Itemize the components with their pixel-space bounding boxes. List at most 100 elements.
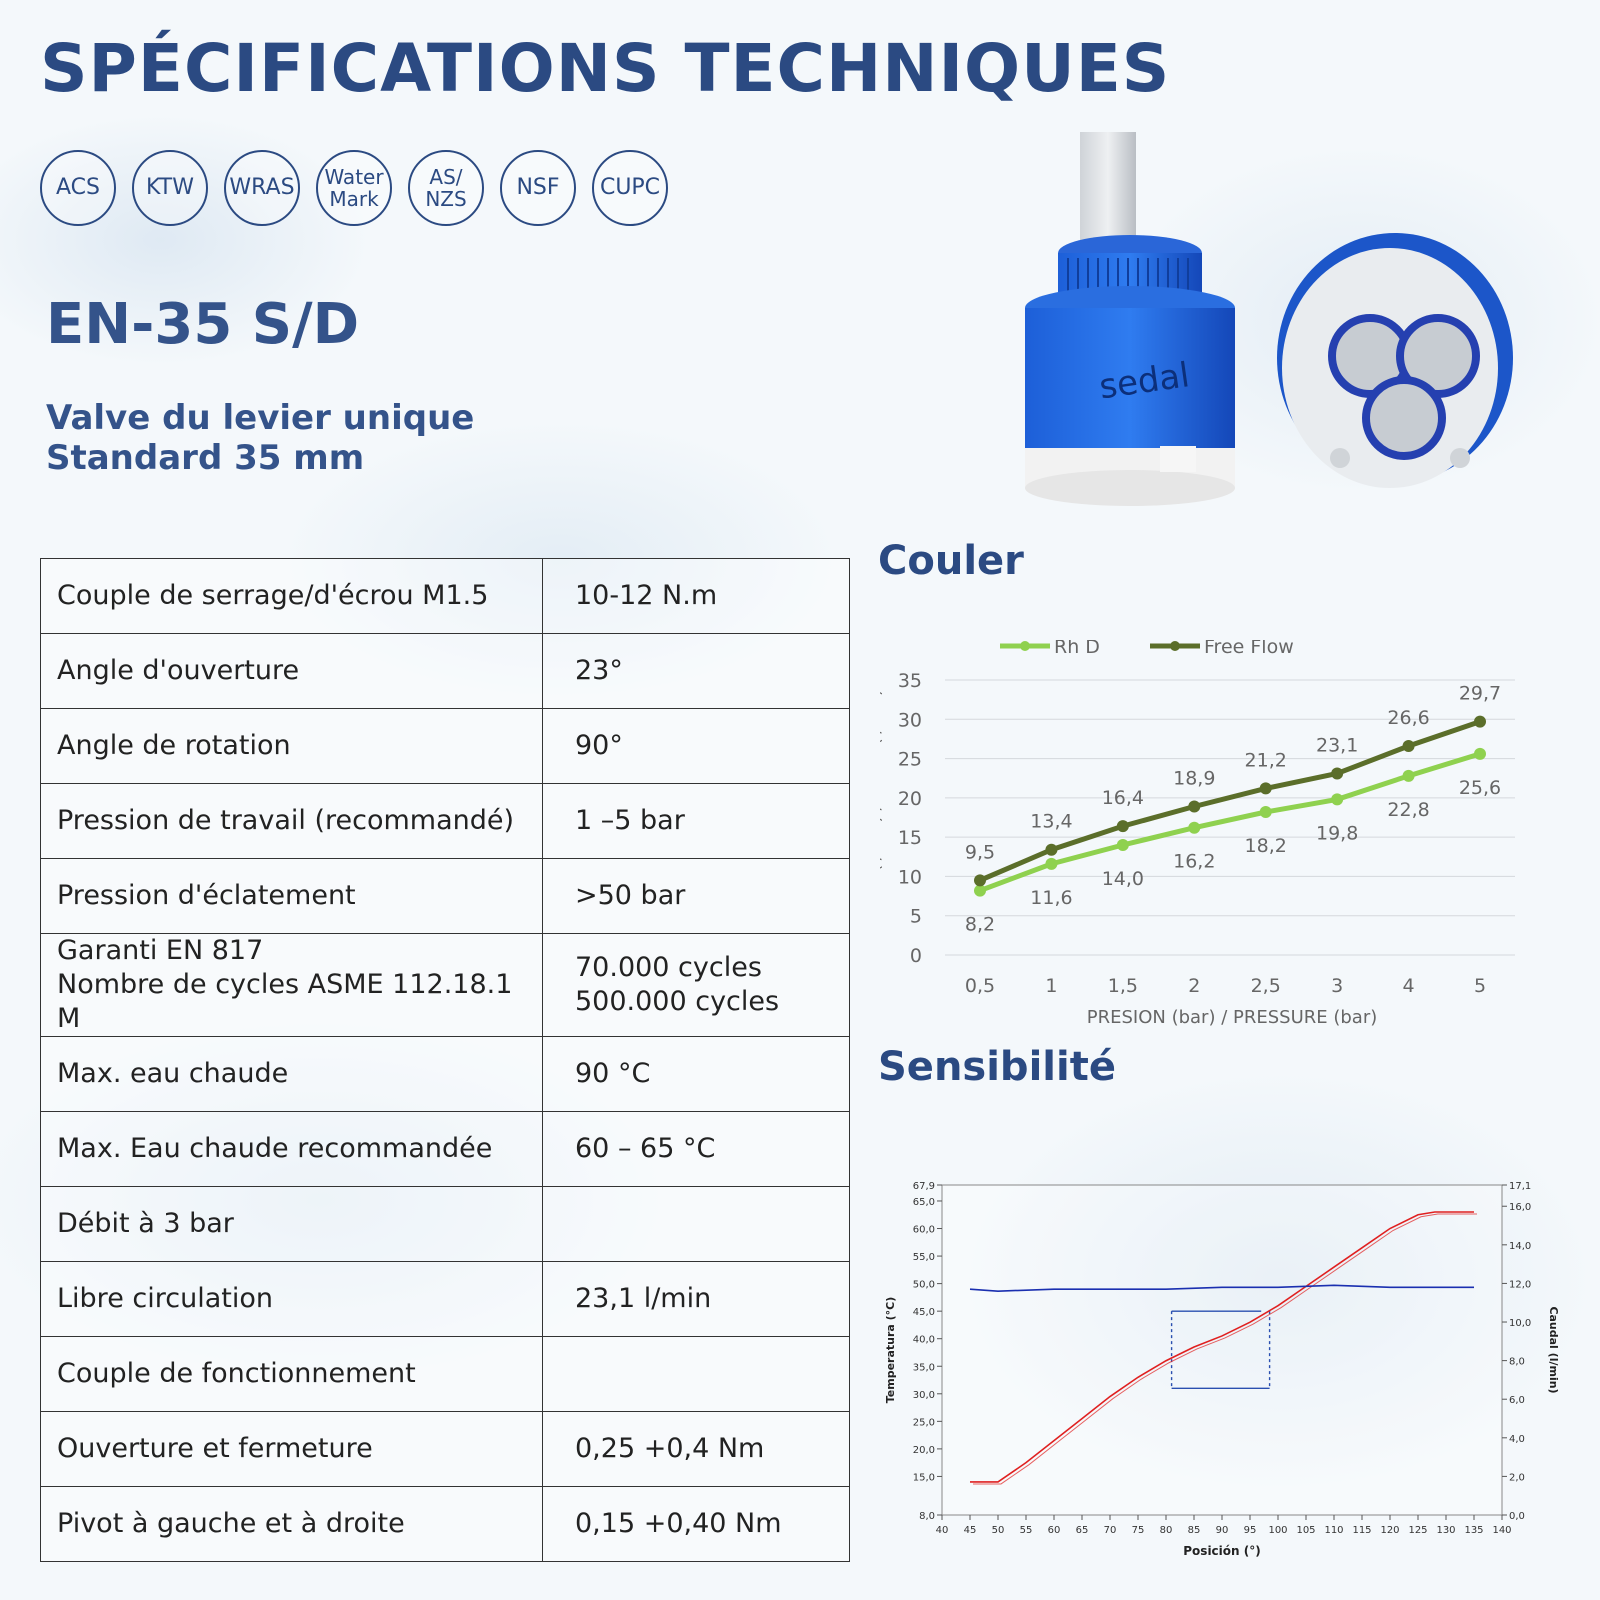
spec-row: Garanti EN 817 Nombre de cycles ASME 112…	[40, 933, 850, 1037]
x-tick-label: 80	[1160, 1525, 1173, 1536]
data-label: 26,6	[1387, 707, 1429, 729]
plot-area	[941, 1184, 1503, 1516]
cartridge-side-view: sedal	[1025, 132, 1235, 506]
x-tick-label: 85	[1188, 1525, 1201, 1536]
spec-row: Pression de travail (recommandé) 1 –5 bar	[40, 783, 850, 859]
spec-value: 10-12 N.m	[542, 558, 850, 634]
spec-label: Max. eau chaude	[40, 1036, 543, 1112]
y-tick-label: 35	[898, 670, 922, 692]
x-tick-label: 2,5	[1251, 975, 1281, 997]
legend-marker	[1020, 641, 1030, 651]
y-tick-label: 0	[910, 945, 922, 967]
spec-label: Couple de serrage/d'écrou M1.5	[40, 558, 543, 634]
y-left-tick-label: 55,0	[913, 1252, 935, 1263]
series-line	[970, 1211, 1474, 1483]
y-left-tick-label: 40,0	[913, 1335, 935, 1346]
data-point	[1474, 747, 1486, 760]
data-label: 11,6	[1030, 887, 1072, 909]
spec-value	[542, 1186, 850, 1262]
spec-row: Couple de fonctionnement	[40, 1336, 850, 1412]
y-right-tick-label: 14,0	[1509, 1241, 1531, 1252]
data-label: 16,2	[1173, 851, 1215, 873]
product-subtitle: Valve du levier unique Standard 35 mm	[46, 398, 474, 478]
spec-label: Angle de rotation	[40, 708, 543, 784]
series-line	[969, 1284, 1474, 1292]
spec-value: 90 °C	[542, 1036, 850, 1112]
data-label: 18,2	[1245, 835, 1287, 857]
legend-label: Free Flow	[1204, 640, 1294, 658]
data-label: 23,1	[1316, 735, 1358, 757]
data-point	[1045, 857, 1058, 870]
x-tick-label: 120	[1380, 1525, 1399, 1536]
x-tick-label: 90	[1216, 1525, 1229, 1536]
spec-value: 60 – 65 °C	[542, 1111, 850, 1187]
spec-row: Pivot à gauche et à droite 0,15 +0,40 Nm	[40, 1486, 850, 1562]
certification-badges: ACS KTW WRAS Water Mark AS/ NZS NSF CUPC	[40, 150, 668, 226]
page-title: SPÉCIFICATIONS TECHNIQUES	[40, 30, 1171, 107]
data-point	[1188, 800, 1201, 813]
x-tick-label: 140	[1492, 1525, 1511, 1536]
x-tick-label: 110	[1324, 1525, 1343, 1536]
cert-badge-wras: WRAS	[224, 150, 300, 226]
cert-badge-cupc: CUPC	[592, 150, 668, 226]
y-right-tick-label: 8,0	[1509, 1357, 1525, 1368]
y-left-tick-label: 65,0	[913, 1197, 935, 1208]
x-tick-label: 135	[1464, 1525, 1483, 1536]
y-left-tick-label: 20,0	[913, 1445, 935, 1456]
y-left-tick-label: 25,0	[913, 1417, 935, 1428]
x-tick-label: 1	[1045, 975, 1057, 997]
data-label: 9,5	[965, 841, 995, 863]
y-right-tick-label: 0,0	[1509, 1511, 1525, 1522]
data-label: 14,0	[1102, 868, 1144, 890]
spec-row: Débit à 3 bar	[40, 1186, 850, 1262]
data-label: 29,7	[1459, 683, 1501, 705]
x-tick-label: 70	[1104, 1525, 1117, 1536]
x-tick-label: 45	[964, 1525, 977, 1536]
legend-label: Rh D	[1054, 640, 1100, 658]
spec-label: Pivot à gauche et à droite	[40, 1486, 543, 1562]
data-point	[1259, 806, 1272, 818]
spec-label: Pression de travail (recommandé)	[40, 783, 543, 859]
x-tick-label: 4	[1403, 975, 1415, 997]
spec-label: Couple de fonctionnement	[40, 1336, 543, 1412]
cert-badge-watermark: Water Mark	[316, 150, 392, 226]
flow-section-title: Couler	[878, 538, 1024, 584]
y-axis-label: CAUDAL (l/min) / FLOW (l/min)	[880, 689, 885, 947]
data-point	[1402, 740, 1415, 752]
x-tick-label: 130	[1436, 1525, 1455, 1536]
cert-badge-as-nzs: AS/ NZS	[408, 150, 484, 226]
series-line	[979, 751, 1481, 893]
spec-row: Angle d'ouverture 23°	[40, 633, 850, 709]
cartridge-bottom-view	[1277, 233, 1513, 488]
data-label: 16,4	[1102, 787, 1144, 809]
x-tick-label: 115	[1352, 1525, 1371, 1536]
data-point	[1474, 715, 1486, 728]
flow-chart: 0 5 10 15 20 25 30 35 0,5 1 1,5 2 2,5 3 4 5 PRESION (bar…	[880, 640, 1515, 1028]
data-point	[1045, 843, 1058, 856]
y-left-tick-label: 45,0	[913, 1307, 935, 1318]
spec-value: 0,25 +0,4 Nm	[542, 1411, 850, 1487]
x-tick-label: 0,5	[965, 975, 995, 997]
x-tick-label: 5	[1474, 975, 1486, 997]
sensitivity-section-title: Sensibilité	[878, 1044, 1116, 1090]
y-left-tick-label: 8,0	[919, 1511, 935, 1522]
data-point	[1402, 769, 1415, 782]
y-right-tick-label: 17,1	[1509, 1181, 1531, 1192]
spec-value: 1 –5 bar	[542, 783, 850, 859]
x-tick-label: 95	[1244, 1525, 1257, 1536]
x-tick-label: 60	[1048, 1525, 1061, 1536]
data-point	[1331, 793, 1344, 806]
y-right-tick-label: 4,0	[1509, 1434, 1525, 1445]
data-label: 22,8	[1387, 799, 1429, 821]
x-tick-label: 1,5	[1108, 975, 1138, 997]
data-point	[1331, 767, 1344, 780]
series-line-return	[973, 1213, 1477, 1485]
y-left-tick-label: 50,0	[913, 1280, 935, 1291]
y-left-tick-label: 15,0	[913, 1472, 935, 1483]
sensitivity-bracket	[1170, 1310, 1271, 1389]
data-label: 18,9	[1173, 768, 1215, 790]
spec-row: Max. Eau chaude recommandée 60 – 65 °C	[40, 1111, 850, 1187]
subtitle-line-1: Valve du levier unique	[46, 398, 475, 438]
spec-row: Angle de rotation 90°	[40, 708, 850, 784]
spec-row: Libre circulation 23,1 l/min	[40, 1261, 850, 1337]
